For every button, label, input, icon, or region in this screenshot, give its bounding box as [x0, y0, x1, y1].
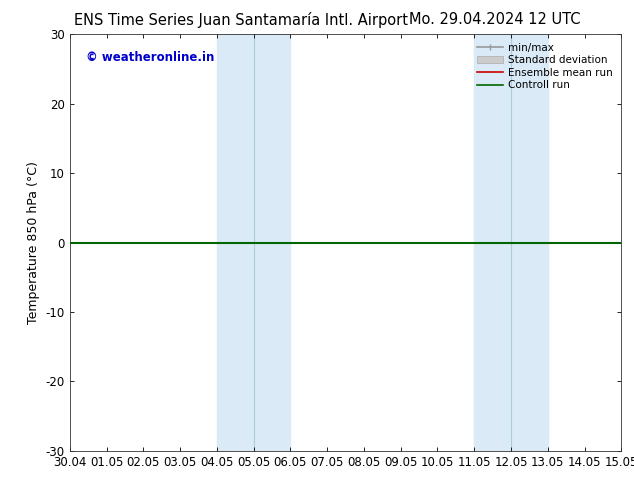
Text: Mo. 29.04.2024 12 UTC: Mo. 29.04.2024 12 UTC	[409, 12, 580, 27]
Bar	[474, 34, 548, 451]
Y-axis label: Temperature 850 hPa (°C): Temperature 850 hPa (°C)	[27, 161, 40, 324]
Legend: min/max, Standard deviation, Ensemble mean run, Controll run: min/max, Standard deviation, Ensemble me…	[474, 40, 616, 94]
Text: © weatheronline.in: © weatheronline.in	[86, 51, 215, 64]
Text: ENS Time Series Juan Santamaría Intl. Airport: ENS Time Series Juan Santamaría Intl. Ai…	[74, 12, 408, 28]
Bar	[217, 34, 290, 451]
